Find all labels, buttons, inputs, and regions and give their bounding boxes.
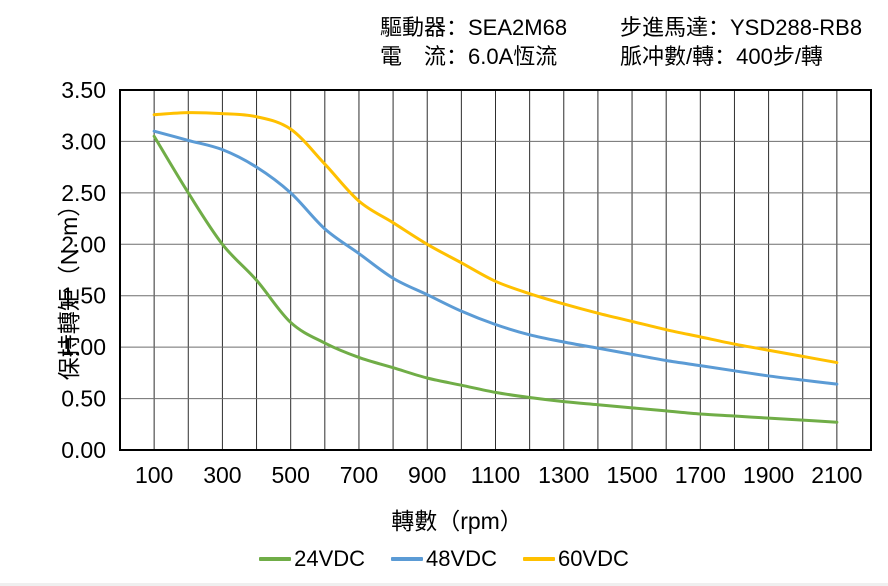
svg-text:2100: 2100 <box>811 462 862 488</box>
svg-text:0.50: 0.50 <box>61 386 106 412</box>
svg-text:1300: 1300 <box>538 462 589 488</box>
svg-text:3.00: 3.00 <box>61 128 106 154</box>
legend: 24VDC 48VDC 60VDC <box>0 546 888 572</box>
svg-text:1.00: 1.00 <box>61 334 106 360</box>
x-axis-title: 轉數（rpm） <box>391 508 523 534</box>
motor-info: 步進馬達：YSD288-RB8 脈冲數/轉：400步/轉 <box>620 13 862 71</box>
driver-info: 驅動器：SEA2M68 電 流：6.0A恆流 <box>380 13 567 71</box>
window-bottom-edge <box>0 583 888 586</box>
svg-text:1100: 1100 <box>471 462 520 488</box>
legend-label-60vdc: 60VDC <box>557 546 629 571</box>
svg-text:300: 300 <box>203 462 241 488</box>
pulses-per-rev-line: 脈冲數/轉：400步/轉 <box>620 44 823 69</box>
svg-text:2.00: 2.00 <box>61 231 106 257</box>
svg-text:1700: 1700 <box>675 462 726 488</box>
svg-text:0.00: 0.00 <box>61 437 106 463</box>
svg-text:500: 500 <box>271 462 309 488</box>
svg-text:2.50: 2.50 <box>61 180 106 206</box>
svg-text:1.50: 1.50 <box>61 283 106 309</box>
svg-text:1500: 1500 <box>606 462 657 488</box>
legend-item-60vdc: 60VDC <box>522 546 629 572</box>
legend-item-48vdc: 48VDC <box>391 546 497 572</box>
svg-text:700: 700 <box>340 462 378 488</box>
legend-label-48vdc: 48VDC <box>426 546 497 571</box>
svg-text:900: 900 <box>408 462 446 488</box>
svg-text:1900: 1900 <box>743 462 794 488</box>
current-line: 電 流：6.0A恆流 <box>380 44 558 69</box>
legend-swatch-60vdc <box>522 557 555 561</box>
svg-text:100: 100 <box>135 462 173 488</box>
legend-swatch-48vdc <box>391 557 424 561</box>
motor-model-line: 步進馬達：YSD288-RB8 <box>620 15 863 40</box>
driver-model-line: 驅動器：SEA2M68 <box>380 15 568 40</box>
legend-label-24vdc: 24VDC <box>294 546 366 571</box>
svg-text:3.50: 3.50 <box>61 77 106 103</box>
legend-swatch-24vdc <box>259 557 292 561</box>
legend-item-24vdc: 24VDC <box>259 546 365 572</box>
